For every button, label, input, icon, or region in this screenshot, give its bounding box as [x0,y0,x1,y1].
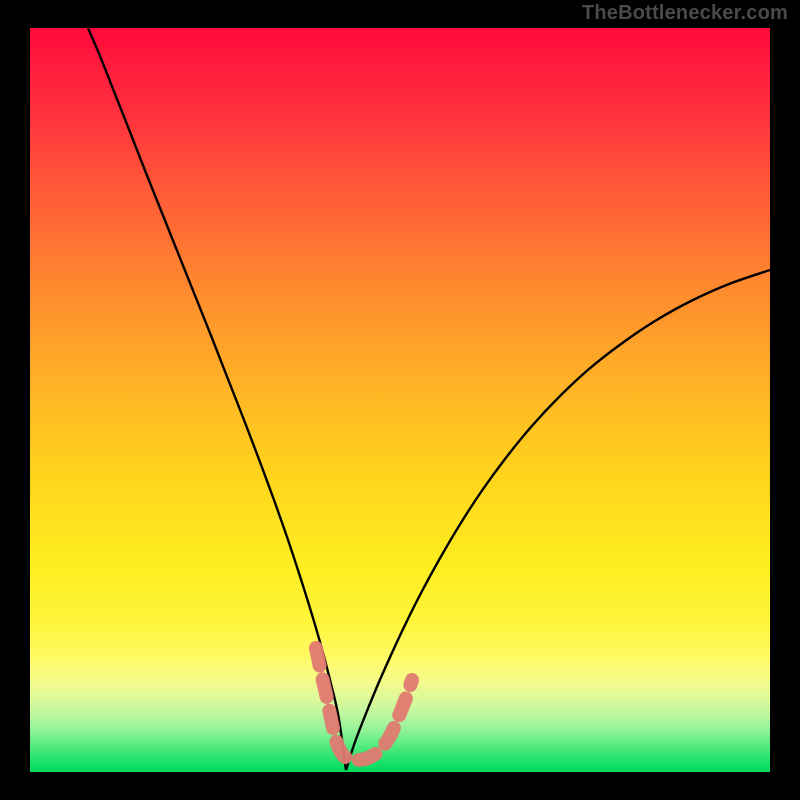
left-curve [88,28,346,770]
plot-area [30,28,770,772]
valley-marker [316,648,412,760]
curves-svg [30,28,770,772]
watermark-text: TheBottlenecker.com [582,2,788,25]
